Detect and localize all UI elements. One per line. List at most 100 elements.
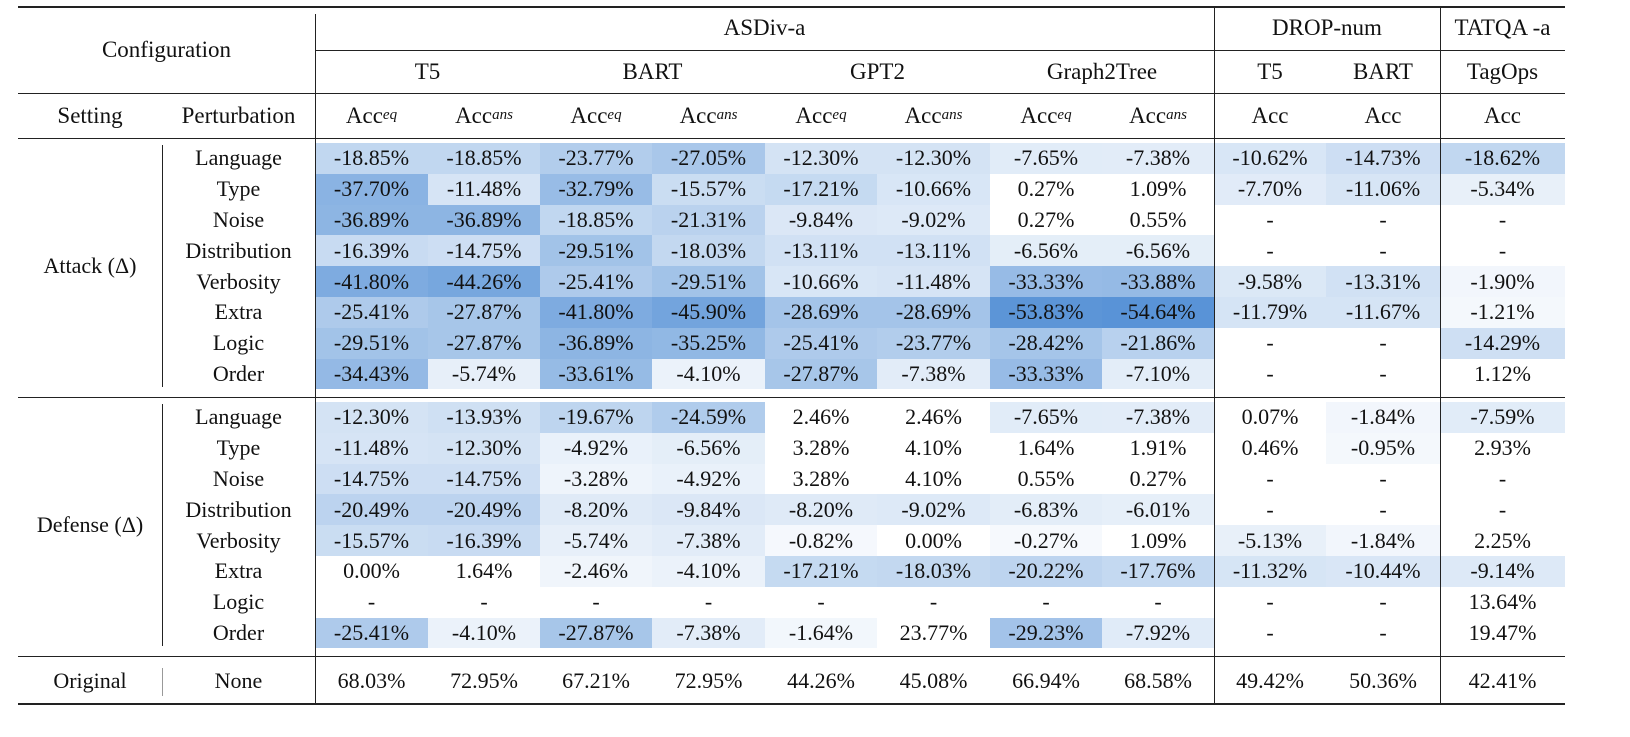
value-cell: 2.25% <box>1474 527 1531 553</box>
metric-name: Acc <box>904 102 942 128</box>
value-cell: - <box>1498 496 1507 522</box>
value-cell: -0.27% <box>990 525 1102 556</box>
value-cell: -10.44% <box>1326 556 1440 587</box>
value-cell: -9.02% <box>877 204 990 236</box>
value-cell: 66.94% <box>1012 668 1080 693</box>
perturbation-label: Order <box>212 360 265 386</box>
value-cell: 42.41% <box>1468 668 1537 693</box>
perturbation-label: Extra <box>214 299 263 325</box>
metric-header: Acc <box>1214 93 1326 138</box>
value-cell: -13.11% <box>765 235 877 267</box>
model-header: GPT2 <box>850 58 905 84</box>
metric-name: Acc <box>1129 102 1167 128</box>
value-cell: -19.67% <box>540 402 652 433</box>
model-header: T5 <box>414 58 441 84</box>
value-cell: -14.75% <box>428 463 540 495</box>
metric-header: Acc ans <box>652 93 765 138</box>
metric-name: Acc <box>455 102 493 128</box>
metric-header: Acc <box>1326 93 1440 138</box>
value-cell: -33.88% <box>1102 266 1214 297</box>
value-cell: 1.91% <box>1129 435 1187 461</box>
value-cell: -25.41% <box>315 297 428 328</box>
value-cell: -21.31% <box>652 204 765 236</box>
value-cell: -11.48% <box>877 266 990 297</box>
value-cell: -21.86% <box>1102 327 1214 359</box>
value-cell: 1.64% <box>455 558 513 584</box>
perturbation-label: Verbosity <box>196 527 281 553</box>
perturbation-label: Logic <box>212 330 265 356</box>
value-cell: -5.13% <box>1214 525 1326 556</box>
value-cell: - <box>1498 465 1507 491</box>
perturbation-label: Language <box>195 145 282 171</box>
model-header: BART <box>622 58 683 84</box>
value-cell: -15.57% <box>315 525 428 556</box>
value-cell: -4.10% <box>652 358 765 390</box>
table-bottom-rule <box>18 703 1565 705</box>
value-cell: 0.46% <box>1241 435 1299 461</box>
value-cell: -33.33% <box>990 358 1102 390</box>
value-cell: -7.10% <box>1102 358 1214 390</box>
metric-subscript: eq <box>832 107 847 123</box>
value-cell: -11.32% <box>1214 556 1326 587</box>
value-cell: -18.85% <box>315 143 428 174</box>
value-cell: -4.92% <box>540 432 652 464</box>
value-cell: - <box>1498 237 1507 263</box>
perturbation-label: Noise <box>212 465 265 491</box>
value-cell: -45.90% <box>652 297 765 328</box>
value-cell: -53.83% <box>990 297 1102 328</box>
group-label: Defense (Δ) <box>36 512 144 538</box>
value-cell: 0.00% <box>905 527 962 553</box>
value-cell: 2.93% <box>1474 435 1531 461</box>
metric-subscript: ans <box>492 107 513 123</box>
value-cell: - <box>1266 496 1274 522</box>
original-setting: Original <box>53 668 127 693</box>
value-cell: -44.26% <box>428 266 540 297</box>
value-cell: -1.21% <box>1440 297 1565 328</box>
metric-subscript: ans <box>716 107 738 123</box>
value-cell: - <box>1379 465 1387 491</box>
value-cell: 1.09% <box>1129 527 1187 553</box>
value-cell: -12.30% <box>315 402 428 433</box>
value-cell: -17.21% <box>765 173 877 205</box>
value-cell: -14.29% <box>1440 327 1565 359</box>
value-cell: - <box>1498 206 1507 232</box>
metric-header: Acc eq <box>540 93 652 138</box>
value-cell: -17.76% <box>1102 556 1214 587</box>
value-cell: -7.70% <box>1214 173 1326 205</box>
separator-config <box>315 14 316 703</box>
value-cell: -10.62% <box>1214 143 1326 174</box>
value-cell: -1.90% <box>1440 266 1565 297</box>
metric-subscript: ans <box>941 107 963 123</box>
value-cell: - <box>1379 589 1387 615</box>
metric-header: Acc ans <box>428 93 540 138</box>
value-cell: -9.84% <box>765 204 877 236</box>
value-cell: - <box>1379 619 1387 645</box>
value-cell: -25.41% <box>765 327 877 359</box>
value-cell: -8.20% <box>765 494 877 526</box>
attack-bottom-rule <box>18 397 1565 398</box>
value-cell: -36.89% <box>428 204 540 236</box>
value-cell: -8.20% <box>540 494 652 526</box>
value-cell: - <box>1154 589 1162 615</box>
perturbation-label: Order <box>212 619 265 645</box>
value-cell: - <box>367 589 376 615</box>
value-cell: -23.77% <box>877 327 990 359</box>
value-cell: -18.03% <box>877 556 990 587</box>
value-cell: 3.28% <box>792 465 850 491</box>
value-cell: -12.30% <box>765 143 877 174</box>
value-cell: -7.38% <box>877 358 990 390</box>
dataset-header-tatqa: TATQA -a <box>1454 15 1551 40</box>
value-cell: - <box>1266 465 1274 491</box>
value-cell: -36.89% <box>315 204 428 236</box>
value-cell: -13.11% <box>877 235 990 267</box>
value-cell: -41.80% <box>540 297 652 328</box>
value-cell: -7.65% <box>990 402 1102 433</box>
metric-name: Acc <box>345 102 383 128</box>
value-cell: 4.10% <box>905 465 962 491</box>
metric-header: Acc eq <box>765 93 877 138</box>
dataset-header-drop: DROP-num <box>1272 15 1382 40</box>
value-cell: 0.55% <box>1017 465 1075 491</box>
value-cell: -15.57% <box>652 173 765 205</box>
value-cell: -29.23% <box>990 617 1102 649</box>
